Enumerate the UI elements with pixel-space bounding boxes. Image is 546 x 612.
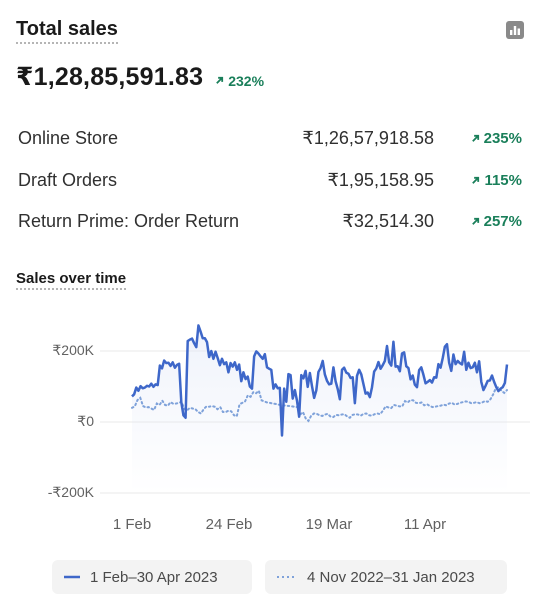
channel-change-badge: 115% (434, 172, 522, 189)
x-tick-label: 11 Apr (403, 516, 447, 533)
arrow-up-right-icon (216, 76, 224, 84)
x-tick-label: 1 Feb (112, 516, 152, 533)
channel-change: 235% (483, 130, 522, 148)
channel-breakdown: Online Store ₹1,26,57,918.58 235% Draft … (18, 118, 522, 243)
channel-name: Online Store (18, 128, 119, 149)
total-sales-row: ₹1,28,85,591.83 232% (16, 62, 264, 92)
y-tick-label: ₹200K (52, 342, 94, 358)
total-change-value: 232% (228, 72, 265, 89)
channel-change-badge: 235% (434, 130, 522, 147)
breakdown-row-return-prime: Return Prime: Order Return ₹32,514.30 25… (18, 201, 522, 243)
dotted-line-swatch (277, 576, 297, 578)
legend-current-period[interactable]: 1 Feb–30 Apr 2023 (52, 560, 252, 594)
channel-value: ₹1,95,158.95 (327, 169, 434, 190)
y-tick-label: -₹200K (47, 484, 94, 500)
series-line-current (131, 324, 509, 437)
x-tick-label: 19 Mar (305, 516, 353, 533)
channel-value: ₹32,514.30 (342, 211, 434, 232)
channel-change: 257% (483, 213, 522, 231)
x-tick-label: 24 Feb (205, 516, 253, 533)
arrow-up-right-icon (471, 218, 479, 226)
total-change-badge: 232% (215, 73, 264, 89)
card-title[interactable]: Total sales (16, 17, 118, 44)
series-area-fill (132, 325, 507, 493)
channel-name: Draft Orders (18, 169, 118, 190)
sales-line-chart (100, 324, 530, 494)
solid-line-swatch (64, 575, 80, 579)
channel-name: Return Prime: Order Return (18, 211, 240, 232)
chart-title[interactable]: Sales over time (16, 270, 127, 290)
legend-label: 4 Nov 2022–31 Jan 2023 (307, 568, 475, 586)
channel-value: ₹1,26,57,918.58 (302, 128, 434, 149)
channel-change-badge: 257% (434, 213, 522, 230)
arrow-up-right-icon (472, 176, 480, 184)
y-tick-label: ₹0 (77, 413, 94, 429)
channel-change: 115% (484, 171, 522, 189)
breakdown-row-draft-orders: Draft Orders ₹1,95,158.95 115% (18, 160, 522, 202)
legend-label: 1 Feb–30 Apr 2023 (90, 568, 218, 586)
legend-comparison-period[interactable]: 4 Nov 2022–31 Jan 2023 (265, 560, 507, 594)
arrow-up-right-icon (471, 135, 479, 143)
breakdown-row-online-store: Online Store ₹1,26,57,918.58 235% (18, 118, 522, 160)
series-line-comparison (131, 386, 508, 423)
total-sales-value: ₹1,28,85,591.83 (16, 63, 204, 91)
bar-chart-icon[interactable] (506, 21, 524, 39)
